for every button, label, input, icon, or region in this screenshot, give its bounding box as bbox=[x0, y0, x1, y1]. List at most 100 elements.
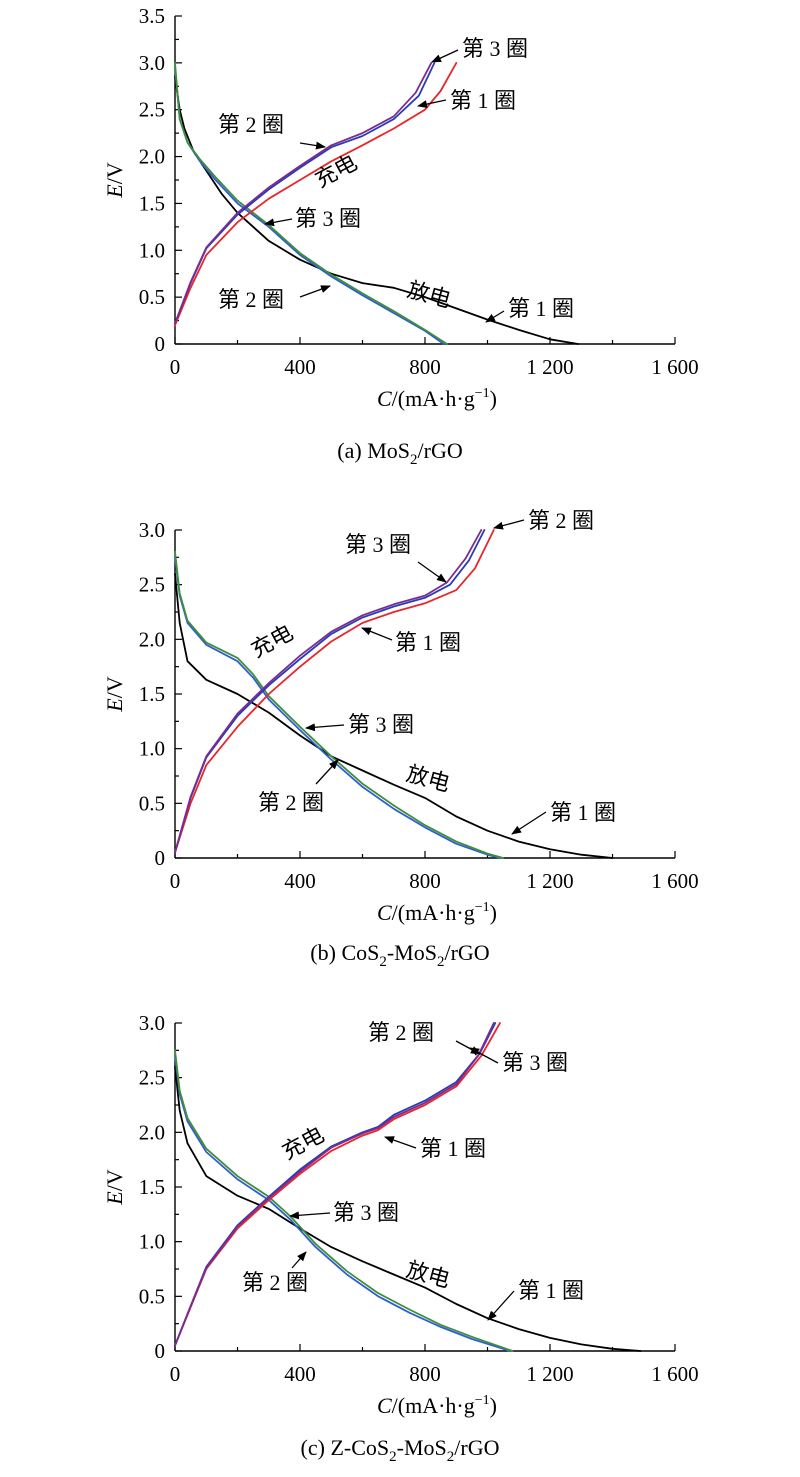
annotation-label: 第 3 圈 bbox=[345, 532, 411, 557]
y-tick-label: 1.0 bbox=[139, 1230, 165, 1254]
charge-curve-cycle-3 bbox=[174, 1022, 495, 1347]
chart-panel-1: 0 400 800 1 200 1 600 0 0.5 1.0 1.5 2.0 2.5 3.0 C/(m… bbox=[102, 508, 699, 970]
y-tick-label: 0 bbox=[155, 1339, 166, 1363]
y-tick-label: 1.5 bbox=[139, 682, 165, 706]
x-tick-label: 800 bbox=[409, 1362, 441, 1386]
annotation-arrow bbox=[299, 285, 331, 298]
annotation-label: 第 2 圈 bbox=[528, 508, 594, 533]
charge-curve-cycle-2 bbox=[174, 1022, 497, 1347]
annotation-arrow bbox=[511, 811, 547, 835]
annotation-arrow bbox=[493, 519, 525, 530]
annotation-label: 第 2 圈 bbox=[218, 112, 284, 137]
y-tick-label: 2.0 bbox=[139, 627, 165, 651]
chart-panel-2: 0 400 800 1 200 1 600 0 0.5 1.0 1.5 2.0 2.5 3.0 C/(m… bbox=[102, 1011, 699, 1465]
x-tick-label: 1 600 bbox=[651, 1362, 698, 1386]
annotation-label: 放电 bbox=[404, 1257, 453, 1293]
charge-curve-cycle-2 bbox=[174, 529, 486, 854]
y-tick-label: 1.0 bbox=[139, 238, 165, 262]
y-axis-label: E/V bbox=[102, 1169, 127, 1206]
annotation-arrow bbox=[384, 1136, 417, 1149]
charge-curve-cycle-3 bbox=[174, 529, 483, 854]
annotation-label: 第 3 圈 bbox=[502, 1050, 568, 1075]
y-tick-label: 3.5 bbox=[139, 4, 165, 28]
y-tick-label: 3.0 bbox=[139, 1011, 165, 1035]
charge-curve-cycle-1 bbox=[174, 1022, 501, 1347]
y-tick-label: 1.5 bbox=[139, 191, 165, 215]
discharge-curve-cycle-1 bbox=[174, 572, 614, 859]
x-tick-label: 1 600 bbox=[651, 355, 698, 379]
y-tick-label: 1.0 bbox=[139, 737, 165, 761]
annotation-label: 放电 bbox=[405, 277, 454, 313]
x-axis-label: C/(mA·h·g−1) bbox=[377, 900, 497, 925]
chart-caption: (c) Z-CoS2-MoS2/rGO bbox=[301, 1435, 500, 1465]
discharge-curve-cycle-3 bbox=[174, 62, 448, 345]
annotation-arrow bbox=[289, 1211, 331, 1220]
charge-curve-cycle-3 bbox=[174, 62, 433, 325]
y-axis-label: E/V bbox=[102, 162, 127, 199]
annotation-label: 充电 bbox=[247, 620, 298, 663]
discharge-curve-cycle-2 bbox=[174, 1054, 511, 1352]
annotation-arrow bbox=[361, 627, 393, 641]
charge-curve-cycle-1 bbox=[174, 529, 495, 854]
y-tick-label: 2.5 bbox=[139, 98, 165, 122]
x-tick-label: 1 600 bbox=[651, 869, 698, 893]
x-axis-label: C/(mA·h·g−1) bbox=[377, 1393, 497, 1418]
annotation-arrow bbox=[417, 561, 447, 583]
x-tick-label: 400 bbox=[284, 355, 316, 379]
annotation-label: 第 1 圈 bbox=[450, 88, 516, 113]
y-tick-label: 0 bbox=[155, 846, 166, 870]
x-tick-label: 0 bbox=[170, 355, 181, 379]
chart-caption: (a) MoS2/rGO bbox=[337, 438, 462, 468]
annotation-label: 放电 bbox=[404, 761, 453, 797]
annotation-arrow bbox=[315, 759, 339, 785]
annotation-label: 第 3 圈 bbox=[462, 36, 528, 61]
x-tick-label: 400 bbox=[284, 869, 316, 893]
y-tick-label: 0 bbox=[155, 332, 166, 356]
annotation-label: 第 2 圈 bbox=[258, 790, 324, 815]
discharge-curve-cycle-3 bbox=[174, 551, 504, 859]
x-tick-label: 800 bbox=[409, 869, 441, 893]
discharge-curve-cycle-3 bbox=[174, 1049, 514, 1352]
annotation-label: 第 1 圈 bbox=[420, 1136, 486, 1161]
x-tick-label: 1 200 bbox=[526, 355, 573, 379]
annotation-label: 第 1 圈 bbox=[508, 296, 574, 321]
y-tick-label: 0.5 bbox=[139, 791, 165, 815]
annotation-arrow bbox=[431, 49, 459, 63]
discharge-curve-cycle-2 bbox=[174, 556, 501, 859]
chart-panel-0: 0 400 800 1 200 1 600 0 0.5 1.0 1.5 2.0 2.5 3.0 3.5 C… bbox=[102, 4, 699, 468]
annotation-arrow bbox=[487, 1290, 515, 1321]
annotation-arrow bbox=[485, 310, 505, 323]
y-tick-label: 3.0 bbox=[139, 51, 165, 75]
x-axis-label: C/(mA·h·g−1) bbox=[377, 386, 497, 411]
y-axis-label: E/V bbox=[102, 676, 127, 713]
annotation-label: 第 2 圈 bbox=[242, 1270, 308, 1295]
annotation-arrow bbox=[469, 1047, 499, 1064]
y-tick-label: 2.5 bbox=[139, 1066, 165, 1090]
y-tick-label: 2.5 bbox=[139, 573, 165, 597]
y-tick-label: 0.5 bbox=[139, 1284, 165, 1308]
annotation-arrow bbox=[299, 141, 326, 150]
x-tick-label: 1 200 bbox=[526, 1362, 573, 1386]
annotation-arrow bbox=[305, 723, 345, 732]
annotation-arrow bbox=[291, 1251, 307, 1269]
x-tick-label: 1 200 bbox=[526, 869, 573, 893]
annotation-label: 第 3 圈 bbox=[333, 1200, 399, 1225]
annotation-label: 第 1 圈 bbox=[550, 800, 616, 825]
annotation-label: 第 1 圈 bbox=[518, 1278, 584, 1303]
y-tick-label: 3.0 bbox=[139, 518, 165, 542]
y-tick-label: 0.5 bbox=[139, 285, 165, 309]
x-tick-label: 400 bbox=[284, 1362, 316, 1386]
annotation-label: 第 1 圈 bbox=[395, 630, 461, 655]
y-tick-label: 2.0 bbox=[139, 145, 165, 169]
y-tick-label: 2.0 bbox=[139, 1120, 165, 1144]
annotation-arrow bbox=[264, 218, 293, 227]
x-tick-label: 800 bbox=[409, 355, 441, 379]
charge-curve-cycle-2 bbox=[174, 62, 436, 325]
annotation-label: 第 3 圈 bbox=[348, 712, 414, 737]
discharge-curve-cycle-1 bbox=[174, 1065, 642, 1352]
x-tick-label: 0 bbox=[170, 869, 181, 893]
annotation-label: 第 3 圈 bbox=[295, 206, 361, 231]
annotation-label: 第 2 圈 bbox=[218, 287, 284, 312]
